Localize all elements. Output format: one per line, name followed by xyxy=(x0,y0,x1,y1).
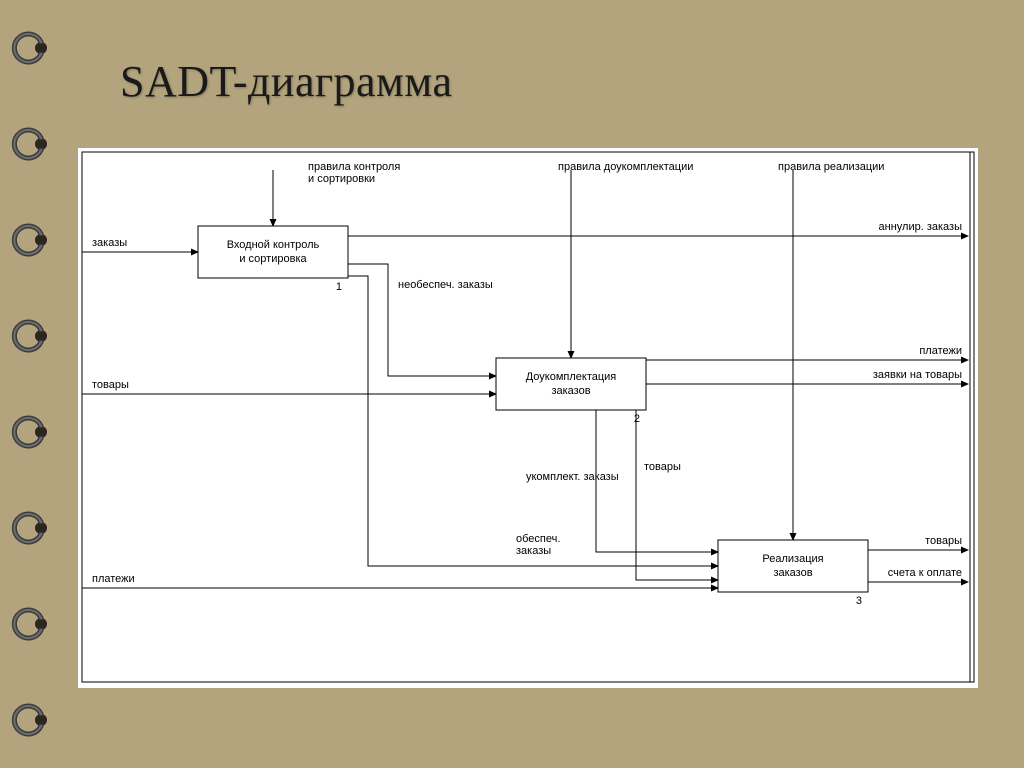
svg-text:обеспеч.: обеспеч. xyxy=(516,533,560,545)
binding-ring xyxy=(11,411,53,453)
svg-text:3: 3 xyxy=(856,595,862,607)
binding-ring xyxy=(11,315,53,357)
svg-text:товары: товары xyxy=(925,535,962,547)
binding-ring xyxy=(11,219,53,261)
svg-text:Доукомплектация: Доукомплектация xyxy=(526,371,617,383)
svg-text:и сортировки: и сортировки xyxy=(308,173,375,185)
svg-text:платежи: платежи xyxy=(919,345,962,357)
svg-text:правила реализации: правила реализации xyxy=(778,161,884,173)
sadt-diagram: правила контроляи сортировки правила доук… xyxy=(78,148,978,688)
svg-text:2: 2 xyxy=(634,413,640,425)
svg-text:1: 1 xyxy=(336,281,342,293)
notebook-binding xyxy=(0,0,64,768)
svg-text:заказов: заказов xyxy=(551,385,590,397)
svg-text:Входной контроль: Входной контроль xyxy=(227,239,320,251)
svg-text:аннулир. заказы: аннулир. заказы xyxy=(879,221,963,233)
binding-ring xyxy=(11,27,53,69)
binding-ring xyxy=(11,603,53,645)
svg-text:укомплект. заказы: укомплект. заказы xyxy=(526,471,619,483)
svg-text:Реализация: Реализация xyxy=(762,553,823,565)
svg-text:счета к оплате: счета к оплате xyxy=(888,567,962,579)
svg-text:заказы: заказы xyxy=(92,237,127,249)
slide-title: SADT-диаграмма xyxy=(120,56,452,107)
svg-text:платежи: платежи xyxy=(92,573,135,585)
svg-text:товары: товары xyxy=(644,461,681,473)
svg-text:правила контроля: правила контроля xyxy=(308,161,400,173)
svg-text:правила доукомплектации: правила доукомплектации xyxy=(558,161,693,173)
svg-text:заявки на товары: заявки на товары xyxy=(873,369,962,381)
slide-root: SADT-диаграмма правила контроляи сортиро… xyxy=(0,0,1024,768)
binding-ring xyxy=(11,699,53,741)
svg-text:товары: товары xyxy=(92,379,129,391)
svg-text:заказы: заказы xyxy=(516,545,551,557)
binding-ring xyxy=(11,507,53,549)
svg-text:необеспеч. заказы: необеспеч. заказы xyxy=(398,279,493,291)
svg-text:заказов: заказов xyxy=(773,567,812,579)
svg-text:и сортировка: и сортировка xyxy=(239,253,307,265)
binding-ring xyxy=(11,123,53,165)
